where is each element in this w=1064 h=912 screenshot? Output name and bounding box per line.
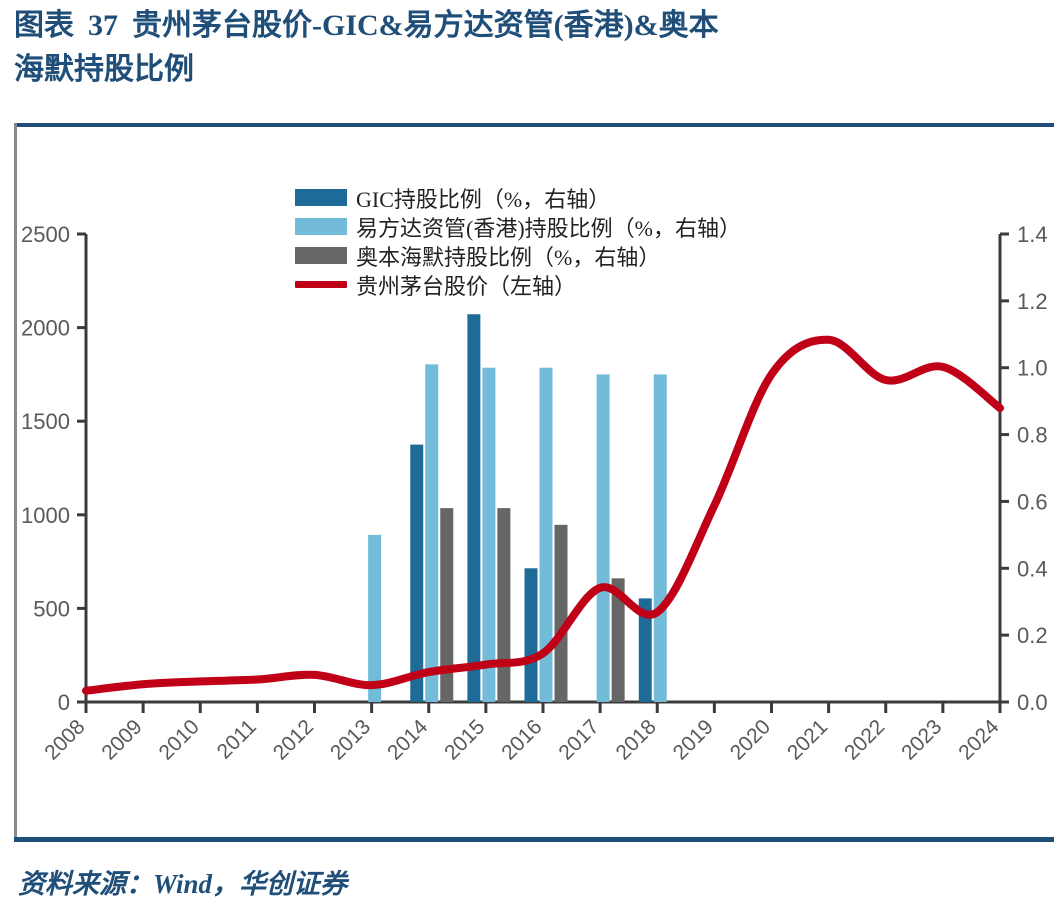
x-axis-tick-label: 2021 — [783, 715, 832, 764]
figure-title-text-2: 海默持股比例 — [14, 53, 194, 86]
chart-bars — [368, 314, 667, 702]
chart-legend: GIC持股比例（%，右轴） 易方达资管(香港)持股比例（%，右轴） 奥本海默持股… — [295, 183, 741, 299]
y-axis-right-tick-label: 0.6 — [1017, 489, 1048, 514]
chart-x-tick-labels: 2008 2009 2010 2011 2012 2013 2014 2015 2016 2017… — [40, 715, 1004, 765]
x-axis-tick-label: 2024 — [954, 715, 1004, 765]
chart-bar — [596, 374, 610, 702]
page-title-line-2: 海默持股比例 — [14, 48, 1054, 92]
x-axis-tick-label: 2013 — [326, 715, 375, 764]
chart-bar — [524, 568, 538, 702]
x-axis-tick-label: 2016 — [497, 715, 546, 764]
chart-bar — [497, 508, 511, 702]
legend-label-stock-price: 贵州茅台股价（左轴） — [356, 273, 577, 299]
chart-bar — [482, 367, 496, 702]
legend-item-gic: GIC持股比例（%，右轴） — [295, 183, 741, 212]
x-axis-tick-label: 2015 — [440, 715, 489, 764]
y-axis-right-tick-label: 0.0 — [1017, 690, 1048, 715]
y-axis-left-tick-label: 500 — [33, 596, 70, 621]
legend-swatch-oppenheimer-icon — [295, 247, 347, 264]
y-axis-left-tick-label: 2000 — [21, 316, 70, 341]
y-axis-right-tick-label: 0.8 — [1017, 423, 1048, 448]
y-axis-right-tick-label: 0.2 — [1017, 623, 1048, 648]
figure-title-text-1: 贵州茅台股价-GIC&易方达资管(香港)&奥本 — [132, 9, 719, 42]
chart-y-tick-labels: 0 500 1000 1500 2000 2500 0.0 0.2 0.4 0.6 0.8 1.0 1.… — [21, 222, 1048, 715]
chart-bar — [440, 508, 454, 702]
x-axis-tick-label: 2022 — [840, 715, 889, 764]
y-axis-right-tick-label: 1.2 — [1017, 289, 1048, 314]
legend-item-efunds: 易方达资管(香港)持股比例（%，右轴） — [295, 212, 741, 241]
source-note: 资料来源：Wind，华创证券 — [18, 869, 348, 899]
x-axis-tick-label: 2012 — [269, 715, 318, 764]
chart-bar — [554, 524, 568, 702]
chart-bar — [653, 374, 667, 702]
legend-swatch-efunds-icon — [295, 218, 347, 235]
y-axis-left-tick-label: 1500 — [21, 409, 70, 434]
chart-bar — [638, 598, 652, 702]
x-axis-tick-label: 2017 — [554, 715, 603, 764]
chart-line-series — [82, 335, 1004, 695]
legend-label-efunds: 易方达资管(香港)持股比例（%，右轴） — [356, 215, 741, 241]
legend-label-gic: GIC持股比例（%，右轴） — [356, 186, 611, 212]
figure-number: 37 — [88, 9, 118, 42]
x-axis-tick-label: 2020 — [726, 715, 775, 764]
legend-swatch-stock-price-icon — [295, 281, 347, 288]
chart-bar — [467, 314, 481, 702]
legend-item-stock-price: 贵州茅台股价（左轴） — [295, 270, 741, 299]
chart-bar — [539, 367, 553, 702]
y-axis-right-tick-label: 0.4 — [1017, 556, 1048, 581]
chart-bar — [611, 578, 625, 702]
y-axis-left-tick-label: 0 — [58, 690, 70, 715]
figure-title-block: 图表 37 贵州茅台股价-GIC&易方达资管(香港)&奥本 海默持股比例 — [14, 4, 1054, 92]
chart-bar — [410, 444, 424, 702]
x-axis-tick-label: 2009 — [97, 715, 146, 764]
legend-label-oppenheimer: 奥本海默持股比例（%，右轴） — [356, 244, 661, 270]
figure-label: 图表 — [14, 9, 74, 42]
y-axis-left-tick-label: 2500 — [21, 222, 70, 247]
y-axis-right-tick-label: 1.0 — [1017, 356, 1048, 381]
x-axis-tick-label: 2019 — [669, 715, 718, 764]
legend-swatch-gic-icon — [295, 189, 347, 206]
x-axis-tick-label: 2018 — [611, 715, 660, 764]
chart-canvas: 2008 2009 2010 2011 2012 2013 2014 2015 2016 2017… — [21, 222, 1048, 765]
x-axis-tick-label: 2023 — [897, 715, 946, 764]
x-axis-tick-label: 2011 — [213, 715, 261, 763]
legend-item-oppenheimer: 奥本海默持股比例（%，右轴） — [295, 241, 741, 270]
chart-bar — [368, 534, 382, 702]
left-border-rail — [14, 123, 17, 842]
x-axis-tick-label: 2014 — [383, 715, 433, 765]
y-axis-right-tick-label: 1.4 — [1017, 222, 1048, 247]
page-title-line-1: 图表 37 贵州茅台股价-GIC&易方达资管(香港)&奥本 — [14, 4, 1054, 48]
title-divider-bottom — [14, 837, 1054, 842]
stock-price-line — [82, 335, 1004, 695]
y-axis-left-tick-label: 1000 — [21, 503, 70, 528]
chart-plot-area: 2008 2009 2010 2011 2012 2013 2014 2015 2016 2017… — [0, 130, 1064, 830]
x-axis-tick-label: 2010 — [154, 715, 203, 764]
title-divider-top — [14, 123, 1054, 127]
x-axis-tick-label: 2008 — [40, 715, 89, 764]
chart-bar — [425, 364, 439, 702]
